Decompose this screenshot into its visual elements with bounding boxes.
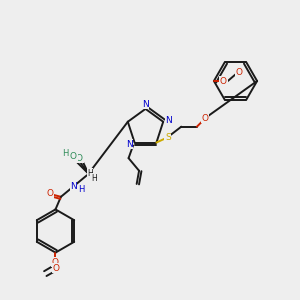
Text: O: O xyxy=(236,68,243,77)
Text: O: O xyxy=(202,114,209,123)
Text: H: H xyxy=(71,154,78,163)
Text: O: O xyxy=(52,258,59,267)
Text: N: N xyxy=(165,116,172,125)
Text: O: O xyxy=(76,154,83,163)
Text: N: N xyxy=(70,182,77,191)
Text: O: O xyxy=(47,189,54,198)
Text: O: O xyxy=(70,152,77,161)
Text: N: N xyxy=(142,100,149,109)
Text: H: H xyxy=(91,174,97,183)
Text: O: O xyxy=(220,76,227,85)
Text: H: H xyxy=(87,169,93,178)
Text: N: N xyxy=(126,140,133,148)
Text: S: S xyxy=(165,133,171,142)
Text: H: H xyxy=(62,149,69,158)
Text: O: O xyxy=(52,264,60,273)
Text: H: H xyxy=(78,185,84,194)
